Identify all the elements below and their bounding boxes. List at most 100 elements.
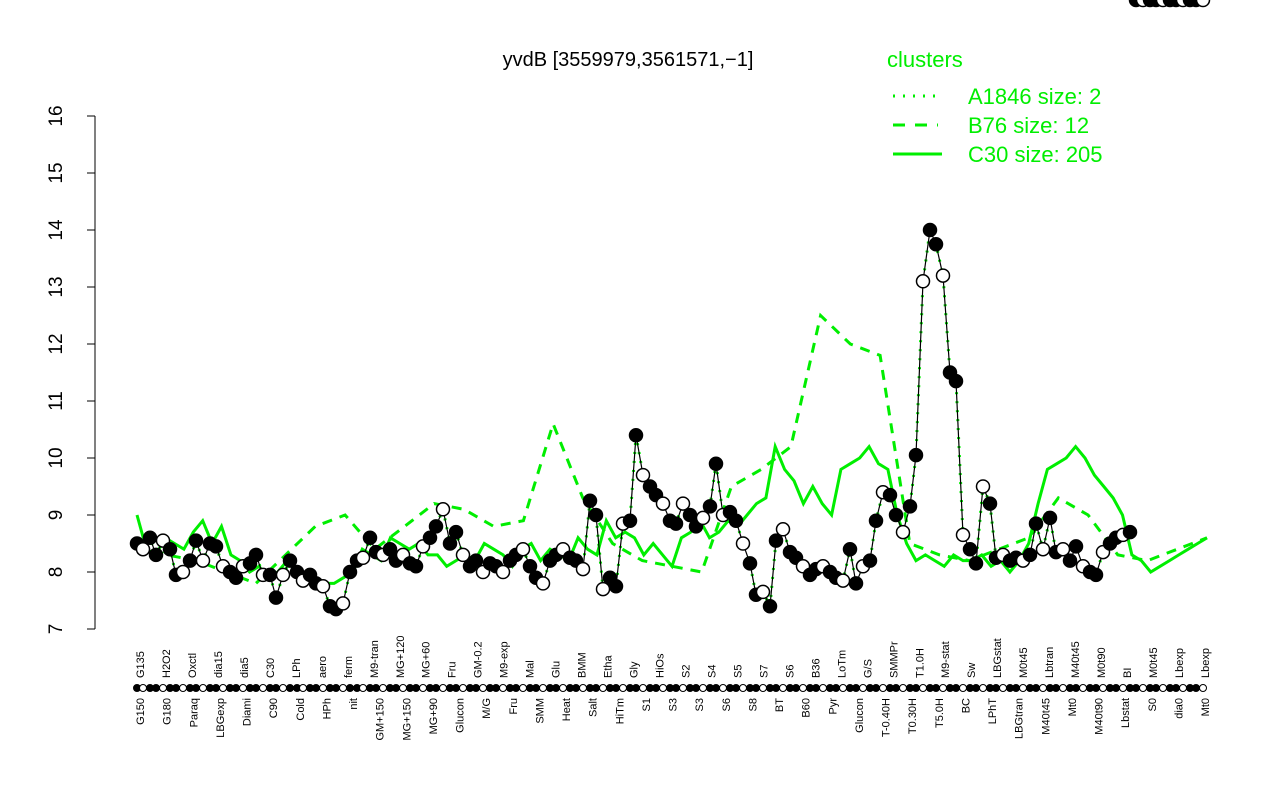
data-point [1028, 516, 1044, 531]
data-point [575, 561, 591, 577]
data-point [208, 539, 224, 554]
y-tick-label: 15 [46, 162, 67, 183]
x-tick-label: C30 [265, 658, 277, 678]
data-point [635, 467, 651, 483]
x-tick-label: SMMPr [888, 641, 900, 678]
x-tick-label: LBGtran [1014, 698, 1026, 739]
x-tick-label: LoTm [836, 650, 848, 678]
x-tick-label: LPh [291, 658, 303, 678]
data-point [1042, 510, 1058, 526]
data-point [448, 524, 464, 540]
x-tick-label: BI [1122, 668, 1134, 678]
x-tick-label: Glucon [455, 698, 467, 733]
data-point [708, 456, 724, 471]
data-point [148, 547, 164, 563]
series-expression-points [129, 0, 1211, 617]
data-point [182, 553, 198, 568]
legend: clusters A1846 size: 2 B76 size: 12 C30 … [887, 47, 1103, 167]
data-point [775, 522, 791, 537]
series-expression-line [135, 224, 1131, 612]
x-tick-label: S1 [641, 698, 653, 711]
data-point [1055, 541, 1071, 557]
data-point [1022, 547, 1038, 563]
x-tick-label: Glucon [854, 698, 866, 733]
y-tick-label: 14 [46, 219, 67, 241]
data-point [435, 502, 451, 517]
y-tick-label: 9 [46, 510, 67, 521]
data-point [342, 564, 358, 580]
data-point [982, 496, 998, 511]
x-tick-label: H2O2 [161, 649, 173, 678]
data-point [268, 590, 284, 605]
data-point [868, 513, 884, 528]
x-tick-label: BMM [577, 652, 589, 678]
x-tick-label: S3 [668, 698, 680, 711]
x-tick-label: M40t45 [1070, 641, 1082, 678]
x-tick-label: LBGstat [992, 638, 1004, 678]
data-point [595, 581, 611, 597]
x-tick-label: M0t45 [1018, 647, 1030, 678]
data-point [162, 541, 178, 557]
data-point [442, 536, 458, 551]
y-tick-label: 11 [46, 391, 67, 411]
data-point [315, 579, 331, 594]
data-point [962, 541, 978, 557]
x-tick-label: G/S [862, 659, 874, 678]
data-point [862, 553, 878, 568]
data-point [975, 479, 991, 494]
x-tick-label: HiTm [614, 698, 626, 724]
data-point [582, 493, 598, 509]
x-tick-label: BT [774, 698, 786, 712]
x-tick-label: S0 [1147, 698, 1159, 711]
x-tick-label: LBGexp [215, 698, 227, 738]
data-point [768, 533, 784, 548]
x-tick-label: Lbexp [1174, 648, 1186, 678]
data-point [655, 496, 671, 511]
data-point [835, 573, 851, 588]
x-tick-label: MG+120 [395, 636, 407, 679]
x-tick-label: M9-tran [369, 640, 381, 678]
x-tick-label: M0t90 [1096, 647, 1108, 678]
x-tick-label: S3 [694, 698, 706, 711]
data-point [695, 510, 711, 526]
data-point [895, 524, 911, 540]
data-point [135, 541, 151, 557]
data-point [335, 596, 351, 611]
data-point [588, 507, 604, 523]
x-tick-label: M0t45 [1148, 647, 1160, 678]
x-tick-label: S4 [707, 665, 719, 678]
data-point [428, 519, 444, 534]
data-point [628, 427, 644, 443]
data-point [922, 222, 938, 238]
x-tick-label: dia15 [213, 651, 225, 678]
data-point [422, 530, 438, 546]
data-point [522, 559, 538, 574]
data-point [535, 576, 551, 591]
x-tick-label: Mt0 [1067, 698, 1079, 716]
data-point [248, 547, 264, 563]
data-point [495, 564, 511, 580]
data-point [902, 499, 918, 514]
y-tick-label: 13 [46, 276, 67, 297]
y-tick-label: 7 [46, 624, 67, 635]
x-tick-label: M40t45 [1040, 698, 1052, 735]
data-point [355, 550, 371, 566]
data-point [848, 576, 864, 591]
x-tick-label: Lbstat [1120, 698, 1132, 728]
data-point [882, 487, 898, 503]
x-tick-label: dia0 [1173, 698, 1185, 719]
legend-title: clusters [887, 47, 963, 72]
data-point [735, 536, 751, 551]
x-tick-label: S5 [732, 665, 744, 678]
data-point [675, 496, 691, 511]
x-tick-label: MG+150 [401, 698, 413, 741]
x-tick-label: HPh [321, 698, 333, 719]
x-tick-label: Lbtran [1044, 647, 1056, 678]
data-point [762, 598, 778, 614]
data-point [948, 373, 964, 389]
data-point [188, 533, 204, 548]
x-axis-condition-markers [133, 684, 1207, 692]
x-tick-label: B60 [801, 698, 813, 718]
x-tick-label: GM+150 [375, 698, 387, 741]
data-point [262, 567, 278, 583]
